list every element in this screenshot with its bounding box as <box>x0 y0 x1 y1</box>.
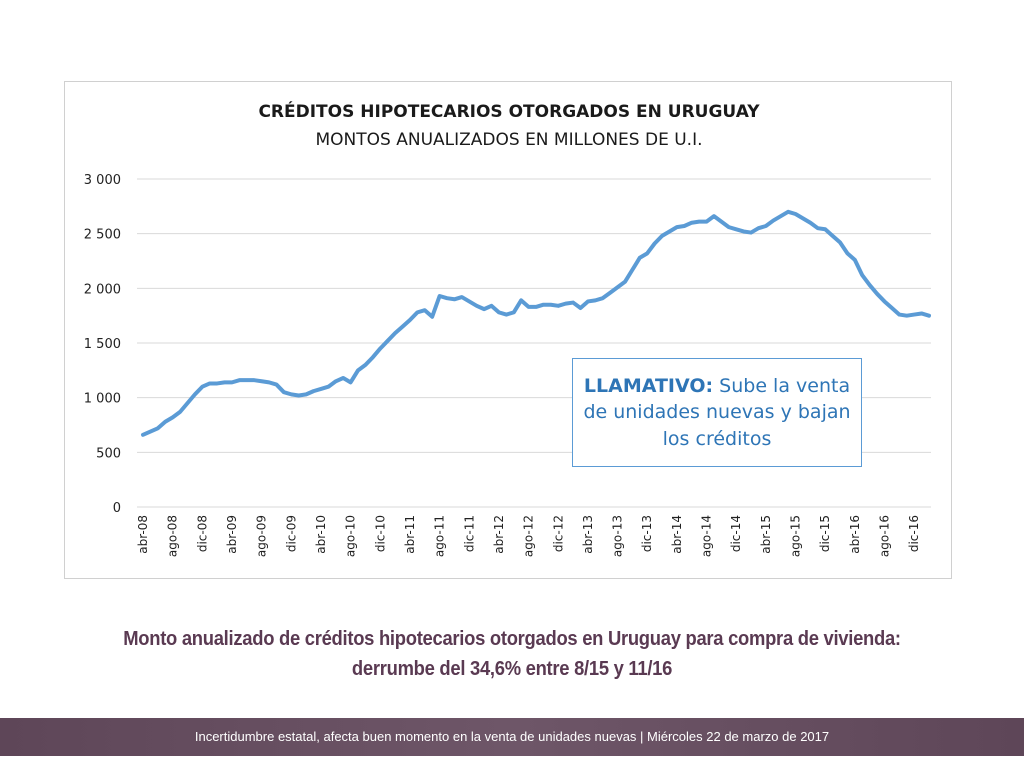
x-tick-label: abr-11 <box>403 515 417 554</box>
footer-bar: Incertidumbre estatal, afecta buen momen… <box>0 718 1024 756</box>
y-tick-label: 2 500 <box>84 228 121 243</box>
chart-frame: CRÉDITOS HIPOTECARIOS OTORGADOS EN URUGU… <box>64 81 952 579</box>
x-tick-label: ago-13 <box>611 515 625 557</box>
series-line <box>141 209 931 437</box>
y-tick-label: 0 <box>113 501 121 516</box>
y-tick-label: 1 500 <box>84 337 121 352</box>
x-tick-label: abr-13 <box>581 515 595 554</box>
callout-body: Sube la venta de unidades nuevas y bajan… <box>583 374 851 450</box>
callout-bold: LLAMATIVO: <box>583 374 714 397</box>
x-tick-label: dic-10 <box>373 515 387 552</box>
x-tick-label: dic-16 <box>907 515 921 552</box>
x-tick-label: abr-15 <box>759 515 773 554</box>
x-tick-label: dic-08 <box>195 515 209 552</box>
caption-line-2: derrumbe del 34,6% entre 8/15 y 11/16 <box>351 658 673 680</box>
x-tick-label: abr-12 <box>492 515 506 554</box>
x-tick-label: abr-10 <box>314 515 328 554</box>
y-axis-ticks: 0 500 1 000 1 500 2 000 2 500 3 000 <box>84 173 121 516</box>
x-tick-label: abr-16 <box>848 515 862 554</box>
x-tick-label: dic-14 <box>729 515 743 552</box>
x-tick-label: dic-15 <box>818 515 832 552</box>
chart-svg: CRÉDITOS HIPOTECARIOS OTORGADOS EN URUGU… <box>84 100 931 557</box>
x-tick-label: abr-09 <box>225 515 239 554</box>
x-tick-label: ago-10 <box>344 515 358 557</box>
callout-text: LLAMATIVO: Sube la venta de unidades nue… <box>583 373 851 453</box>
callout-box: LLAMATIVO: Sube la venta de unidades nue… <box>572 358 862 467</box>
x-tick-label: ago-08 <box>166 515 180 557</box>
x-tick-label: ago-16 <box>878 515 892 557</box>
x-tick-label: dic-12 <box>551 515 565 552</box>
x-tick-label: abr-14 <box>670 515 684 554</box>
y-tick-label: 2 000 <box>84 282 121 297</box>
x-tick-label: ago-11 <box>433 515 447 557</box>
footer-text: Incertidumbre estatal, afecta buen momen… <box>194 729 830 744</box>
x-tick-label: ago-09 <box>255 515 269 557</box>
x-tick-label: dic-09 <box>284 515 298 552</box>
grid-lines <box>137 178 931 508</box>
y-tick-label: 500 <box>96 446 121 461</box>
x-tick-label: ago-12 <box>522 515 536 557</box>
x-axis-ticks: abr-08 ago-08 dic-08 abr-09 ago-09 dic-09 abr-… <box>136 515 921 557</box>
x-tick-label: dic-11 <box>462 515 476 552</box>
x-tick-label: abr-08 <box>136 515 150 554</box>
chart-subtitle: MONTOS ANUALIZADOS EN MILLONES DE U.I. <box>316 130 703 150</box>
caption-line-1: Monto anualizado de créditos hipotecario… <box>123 628 901 650</box>
x-tick-label: ago-14 <box>700 515 714 557</box>
x-tick-label: dic-13 <box>640 515 654 552</box>
y-tick-label: 3 000 <box>84 173 121 188</box>
chart-title: CRÉDITOS HIPOTECARIOS OTORGADOS EN URUGU… <box>258 100 760 122</box>
caption: Monto anualizado de créditos hipotecario… <box>41 624 983 684</box>
x-tick-label: ago-15 <box>789 515 803 557</box>
y-tick-label: 1 000 <box>84 392 121 407</box>
